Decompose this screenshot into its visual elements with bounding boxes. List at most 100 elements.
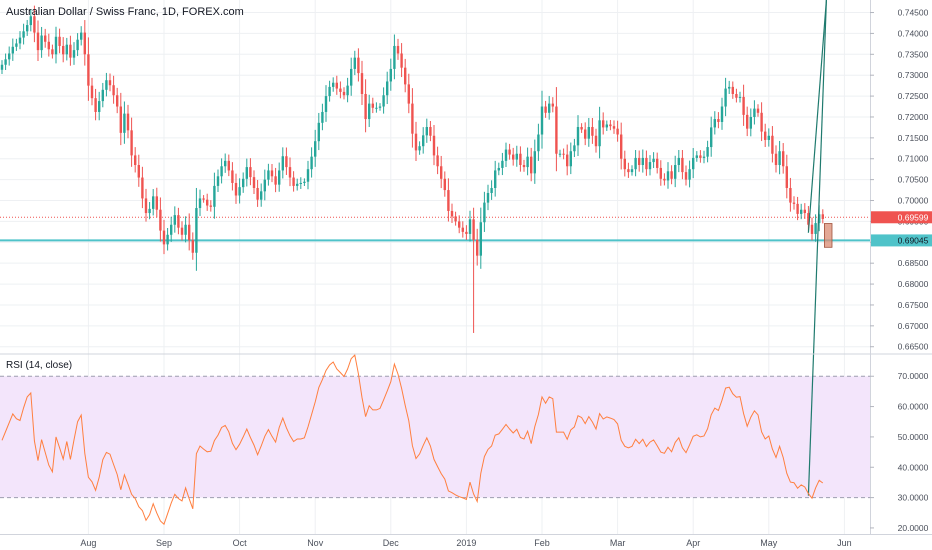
- candle-down: [512, 154, 515, 160]
- candle-down: [87, 54, 90, 86]
- candle-down: [411, 103, 414, 134]
- candle-up: [101, 89, 104, 102]
- candle-down: [663, 178, 666, 181]
- candle-up: [8, 53, 11, 60]
- candle-down: [764, 131, 767, 140]
- candle-down: [584, 129, 587, 139]
- candle-down: [36, 32, 40, 51]
- candle-down: [360, 73, 364, 94]
- time-tick-label: Jun: [837, 538, 852, 548]
- candle-down: [58, 36, 61, 46]
- candle-up: [695, 155, 698, 158]
- candle-down: [638, 157, 641, 166]
- candle-down: [83, 32, 86, 55]
- candle-up: [11, 46, 14, 54]
- candle-down: [810, 224, 814, 234]
- candle-down: [292, 177, 295, 186]
- price-tick-label: 0.67000: [898, 321, 929, 331]
- candle-up: [652, 158, 655, 163]
- candle-up: [220, 166, 223, 177]
- candle-down: [684, 172, 688, 180]
- candle-up: [310, 156, 313, 170]
- candle-down: [429, 126, 432, 136]
- candle-up: [213, 185, 216, 207]
- rsi-series: [1, 353, 824, 526]
- candle-up: [483, 202, 486, 223]
- candle-down: [551, 103, 554, 107]
- candle-up: [641, 157, 644, 166]
- candle-up: [184, 224, 187, 235]
- candle-up: [393, 45, 396, 69]
- candle-down: [288, 167, 292, 178]
- candle-down: [594, 135, 598, 147]
- rsi-tick-label: 60.0000: [898, 402, 929, 412]
- rsi-divergence-line[interactable]: [807, 0, 827, 496]
- candle-down: [249, 167, 252, 178]
- rsi-title: RSI (14, close): [6, 360, 73, 371]
- candle-down: [407, 84, 410, 104]
- candle-down: [162, 230, 166, 245]
- price-tick-label: 0.66500: [898, 342, 929, 352]
- candle-down: [94, 98, 97, 112]
- candle-down: [530, 156, 533, 174]
- candle-up: [548, 103, 551, 113]
- candle-down: [137, 165, 140, 178]
- candle-down: [339, 88, 342, 92]
- candle-down: [436, 155, 439, 167]
- candle-up: [40, 35, 43, 51]
- candle-up: [818, 214, 821, 224]
- candle-down: [756, 108, 760, 113]
- candle-down: [742, 96, 745, 115]
- candle-down: [335, 82, 338, 89]
- candle-up: [332, 82, 335, 87]
- price-divergence-line[interactable]: [807, 0, 827, 233]
- candle-up: [98, 101, 101, 112]
- candle-down: [623, 158, 626, 170]
- candle-up: [170, 224, 173, 235]
- price-tick-label: 0.72500: [898, 91, 929, 101]
- candle-up: [296, 183, 299, 186]
- candle-up: [497, 167, 500, 171]
- candle-down: [627, 169, 630, 173]
- candle-down: [144, 198, 148, 214]
- rsi-band: [0, 375, 870, 499]
- candle-up: [674, 165, 677, 179]
- price-tick-label: 0.67500: [898, 300, 929, 310]
- candle-up: [224, 160, 227, 167]
- candle-down: [357, 57, 360, 74]
- candle-up: [263, 179, 266, 192]
- candle-down: [112, 85, 115, 96]
- candle-down: [796, 203, 799, 214]
- support-line-group[interactable]: [0, 216, 870, 242]
- candle-down: [371, 103, 374, 108]
- candle-down: [33, 16, 36, 33]
- candle-up: [148, 208, 151, 214]
- candle-down: [116, 95, 119, 107]
- candle-up: [728, 86, 731, 89]
- candle-up: [814, 223, 817, 234]
- candle-down: [432, 135, 436, 156]
- candle-up: [303, 181, 306, 183]
- highlight-box[interactable]: [824, 223, 833, 248]
- price-tick-label: 0.70000: [898, 196, 929, 206]
- candle-up: [569, 151, 572, 167]
- candle-up: [238, 187, 241, 196]
- candle-up: [317, 122, 320, 142]
- time-tick-label: Aug: [80, 538, 96, 548]
- price-tick-label: 0.71000: [898, 154, 929, 164]
- candle-up: [0, 64, 4, 70]
- candle-down: [785, 166, 788, 188]
- price-tick-label: 0.72000: [898, 112, 929, 122]
- candle-down: [746, 114, 749, 129]
- candle-down: [519, 153, 522, 166]
- annotations[interactable]: [807, 0, 833, 496]
- candle-down: [807, 213, 810, 225]
- candle-down: [782, 151, 785, 167]
- candle-up: [598, 120, 601, 147]
- candle-down: [134, 155, 137, 166]
- candle-up: [4, 59, 7, 65]
- candle-down: [717, 119, 720, 122]
